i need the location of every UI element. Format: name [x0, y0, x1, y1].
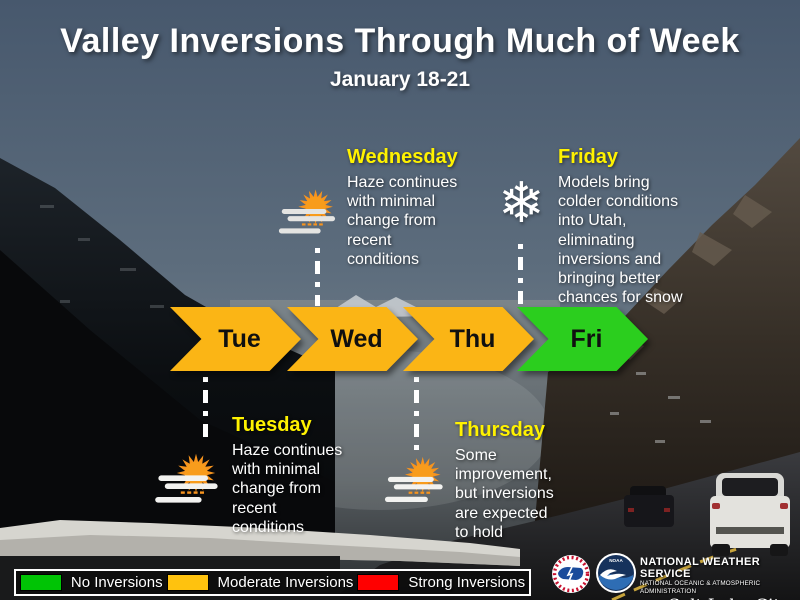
legend-swatch-orange	[166, 574, 209, 591]
legend-label: No Inversions	[70, 574, 163, 591]
friday-heading: Friday	[558, 146, 619, 168]
footer-branding: NATIONAL WEATHER SERVICE NATIONAL OCEANI…	[640, 556, 792, 600]
timeline-label-tue: Tue	[218, 324, 261, 353]
snowflake-icon: ❄	[498, 171, 545, 236]
wednesday-connector-line	[315, 248, 320, 306]
nws-logo-icon	[552, 555, 590, 593]
dark-car	[624, 486, 674, 527]
inversion-legend: No Inversions Moderate Inversions Strong…	[14, 569, 531, 596]
thursday-heading: Thursday	[455, 419, 546, 441]
tuesday-body: Haze continues with minimal change from …	[232, 442, 343, 536]
agency-name: NATIONAL WEATHER SERVICE	[640, 556, 761, 581]
wednesday-heading: Wednesday	[347, 146, 458, 168]
legend-label: Strong Inversions	[408, 574, 526, 591]
thursday-body: Some improvement, but inversions are exp…	[455, 447, 554, 541]
hazy-sun-icon	[384, 456, 443, 502]
legend-label: Moderate Inversions	[217, 574, 354, 591]
right-mountain-snow-flecks	[610, 372, 711, 443]
legend-item-strong: Strong Inversions	[357, 574, 525, 591]
tuesday-connector-line	[203, 377, 208, 443]
timeline-label-fri: Fri	[570, 324, 603, 353]
friday-connector-line	[518, 244, 523, 306]
timeline-label-wed: Wed	[330, 324, 383, 353]
legend-swatch-green	[19, 574, 62, 591]
snowbank-shadow	[0, 535, 520, 566]
office-name: Salt Lake City, UT	[640, 596, 792, 600]
subagency-name: NATIONAL OCEANIC & ATMOSPHERIC ADMINISTR…	[640, 580, 761, 595]
road	[330, 452, 800, 600]
hazy-sun-icon	[278, 189, 336, 234]
left-mountain-snow-specks	[40, 205, 164, 308]
road-center-line	[611, 545, 745, 600]
white-truck	[710, 473, 790, 556]
noaa-logo-icon: NOAA	[596, 553, 636, 593]
wednesday-body: Haze continues with minimal change from …	[347, 174, 458, 268]
tuesday-heading: Tuesday	[232, 414, 312, 436]
legend-item-moderate: Moderate Inversions	[166, 574, 354, 591]
legend-swatch-red	[357, 574, 400, 591]
page-title: Valley Inversions Through Much of Week	[60, 22, 740, 60]
left-mountain-foreground	[0, 250, 335, 600]
friday-body: Models bring colder conditions into Utah…	[558, 174, 683, 307]
svg-text:NOAA: NOAA	[609, 558, 623, 563]
thursday-connector-line	[414, 377, 419, 457]
page-subtitle: January 18-21	[329, 68, 471, 91]
hazy-sun-icon	[155, 453, 218, 503]
legend-item-none: No Inversions	[19, 574, 163, 591]
timeline-label-thu: Thu	[449, 324, 496, 353]
